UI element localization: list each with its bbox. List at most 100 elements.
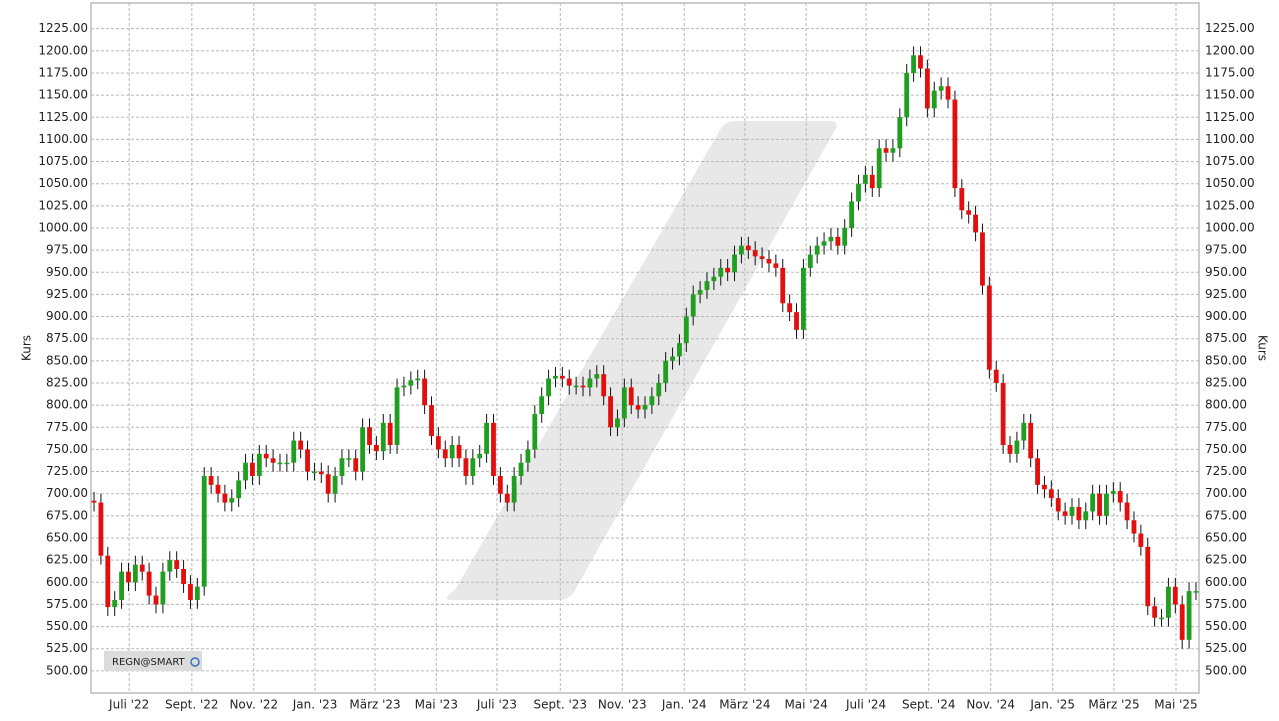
candle-body bbox=[628, 387, 634, 406]
candle-body bbox=[635, 405, 641, 410]
candle-body bbox=[491, 422, 496, 476]
candle-body bbox=[346, 458, 352, 460]
candle-body bbox=[429, 405, 434, 437]
candle-body bbox=[360, 427, 366, 472]
candle-body bbox=[332, 475, 338, 494]
candle-body bbox=[380, 422, 386, 452]
candle-body bbox=[1021, 422, 1027, 441]
candle-body bbox=[787, 303, 793, 313]
candle-body bbox=[1124, 502, 1130, 521]
candle-body bbox=[470, 458, 476, 476]
y2-tick-label: 1075.00 bbox=[1205, 154, 1255, 168]
candle-body bbox=[298, 440, 304, 450]
y-tick-label: 1125.00 bbox=[38, 110, 88, 124]
candle-body bbox=[250, 462, 255, 476]
x-tick-label: Mai '24 bbox=[784, 698, 827, 712]
y-tick-label: 1100.00 bbox=[38, 132, 88, 146]
candle-body bbox=[752, 250, 758, 257]
y2-tick-label: 900.00 bbox=[1205, 309, 1247, 323]
candle-body bbox=[112, 599, 118, 608]
candle-body bbox=[993, 369, 999, 383]
candle-body bbox=[683, 316, 689, 344]
candle-body bbox=[532, 413, 538, 450]
candle-body bbox=[766, 258, 772, 264]
candle-body bbox=[215, 484, 221, 494]
y2-tick-label: 775.00 bbox=[1205, 420, 1247, 434]
candle-body bbox=[1166, 586, 1171, 618]
y2-tick-label: 825.00 bbox=[1205, 375, 1247, 389]
candle-body bbox=[525, 449, 531, 463]
y2-tick-label: 1125.00 bbox=[1205, 110, 1255, 124]
candle-body bbox=[477, 453, 483, 459]
candle-body bbox=[160, 571, 166, 605]
y-tick-label: 875.00 bbox=[46, 331, 88, 345]
candle-body bbox=[497, 475, 503, 494]
y-tick-label: 975.00 bbox=[46, 243, 88, 257]
candle-body bbox=[642, 405, 648, 410]
candle-body bbox=[849, 201, 855, 228]
candle-body bbox=[656, 382, 662, 397]
x-tick-label: März '25 bbox=[1088, 698, 1139, 712]
candle-body bbox=[821, 241, 827, 246]
candle-body bbox=[621, 387, 627, 419]
x-tick-label: Nov. '24 bbox=[966, 698, 1015, 712]
candle-body bbox=[284, 462, 290, 465]
candle-body bbox=[435, 436, 441, 450]
y2-tick-label: 800.00 bbox=[1205, 398, 1247, 412]
candle-body bbox=[897, 117, 903, 149]
y-tick-label: 900.00 bbox=[46, 309, 88, 323]
candle-body bbox=[277, 462, 283, 465]
candle-body bbox=[594, 374, 600, 379]
candle-body bbox=[1035, 458, 1040, 485]
candle-body bbox=[973, 214, 978, 233]
candle-body bbox=[952, 99, 958, 189]
candle-body bbox=[649, 396, 655, 406]
x-tick-label: Jan. '24 bbox=[661, 698, 707, 712]
y2-tick-label: 1100.00 bbox=[1205, 132, 1255, 146]
y2-tick-label: 1025.00 bbox=[1205, 198, 1255, 212]
candle-body bbox=[1028, 422, 1034, 459]
candle-body bbox=[911, 55, 917, 73]
candle-body bbox=[704, 281, 710, 290]
y-tick-label: 525.00 bbox=[46, 641, 88, 655]
y-tick-label: 650.00 bbox=[46, 530, 88, 544]
y-tick-label: 725.00 bbox=[46, 464, 88, 478]
y2-tick-label: 650.00 bbox=[1205, 530, 1247, 544]
y2-tick-label: 1200.00 bbox=[1205, 43, 1255, 57]
candle-body bbox=[980, 232, 985, 286]
candle-body bbox=[780, 267, 786, 304]
y-axis-title: Kurs bbox=[20, 335, 34, 361]
candle-body bbox=[518, 462, 524, 476]
y2-tick-label: 950.00 bbox=[1205, 265, 1247, 279]
x-tick-label: März '24 bbox=[719, 698, 770, 712]
candle-body bbox=[1159, 617, 1164, 620]
candle-body bbox=[773, 263, 779, 268]
y2-tick-label: 700.00 bbox=[1205, 486, 1247, 500]
candle-body bbox=[367, 427, 372, 445]
x-tick-label: Mai '25 bbox=[1154, 698, 1197, 712]
y2-tick-label: 1000.00 bbox=[1205, 220, 1255, 234]
y2-tick-label: 550.00 bbox=[1205, 619, 1247, 633]
candle-body bbox=[890, 148, 896, 153]
y-tick-label: 575.00 bbox=[46, 597, 88, 611]
candle-body bbox=[353, 458, 359, 472]
candle-body bbox=[842, 227, 848, 246]
x-tick-label: Juli '24 bbox=[845, 698, 886, 712]
candle-body bbox=[194, 586, 200, 600]
candle-body bbox=[1193, 591, 1199, 593]
candle-body bbox=[1083, 511, 1089, 521]
candle-body bbox=[959, 188, 965, 211]
candle-body bbox=[862, 174, 868, 184]
candle-body bbox=[966, 210, 972, 215]
candle-body bbox=[745, 245, 751, 251]
candle-body bbox=[1097, 493, 1102, 516]
candle-body bbox=[1110, 491, 1116, 494]
candle-body bbox=[91, 500, 97, 503]
candle-body bbox=[1138, 533, 1144, 547]
x-tick-label: Juli '23 bbox=[476, 698, 517, 712]
candle-body bbox=[201, 475, 207, 587]
candle-body bbox=[580, 385, 586, 388]
candle-body bbox=[325, 474, 331, 494]
candle-body bbox=[1179, 604, 1185, 640]
candle-body bbox=[119, 571, 124, 600]
